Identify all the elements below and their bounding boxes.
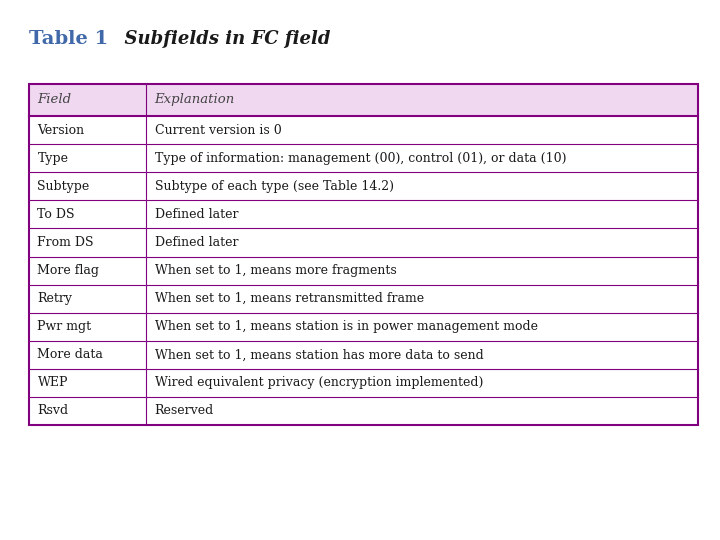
Bar: [29, 341, 698, 369]
Text: Subfields in FC field: Subfields in FC field: [112, 30, 330, 48]
Bar: [29, 172, 698, 200]
Text: Field: Field: [37, 93, 71, 106]
Bar: [29, 228, 698, 256]
Text: Current version is 0: Current version is 0: [155, 124, 282, 137]
Bar: [29, 144, 698, 172]
Bar: [29, 84, 698, 425]
Text: Explanation: Explanation: [155, 93, 235, 106]
Text: Type of information: management (00), control (01), or data (10): Type of information: management (00), co…: [155, 152, 566, 165]
Text: Subtype: Subtype: [37, 180, 90, 193]
Text: More flag: More flag: [37, 264, 99, 277]
Text: Defined later: Defined later: [155, 236, 238, 249]
Bar: [29, 285, 698, 313]
Text: Pwr mgt: Pwr mgt: [37, 320, 91, 333]
Bar: [29, 200, 698, 228]
Bar: [29, 369, 698, 397]
Text: When set to 1, means station is in power management mode: When set to 1, means station is in power…: [155, 320, 538, 333]
Text: Type: Type: [37, 152, 68, 165]
Bar: [29, 397, 698, 425]
Text: More data: More data: [37, 348, 103, 361]
Bar: [29, 256, 698, 285]
Text: When set to 1, means retransmitted frame: When set to 1, means retransmitted frame: [155, 292, 424, 305]
Text: Defined later: Defined later: [155, 208, 238, 221]
Bar: [29, 116, 698, 144]
Text: Retry: Retry: [37, 292, 73, 305]
Text: Table 1: Table 1: [29, 30, 108, 48]
Text: Reserved: Reserved: [155, 404, 214, 417]
Bar: [29, 84, 698, 116]
Bar: [29, 313, 698, 341]
Text: Rsvd: Rsvd: [37, 404, 68, 417]
Text: To DS: To DS: [37, 208, 75, 221]
Text: Version: Version: [37, 124, 84, 137]
Text: WEP: WEP: [37, 376, 68, 389]
Text: From DS: From DS: [37, 236, 94, 249]
Text: Subtype of each type (see Table 14.2): Subtype of each type (see Table 14.2): [155, 180, 394, 193]
Text: Wired equivalent privacy (encryption implemented): Wired equivalent privacy (encryption imp…: [155, 376, 483, 389]
Text: When set to 1, means more fragments: When set to 1, means more fragments: [155, 264, 397, 277]
Text: When set to 1, means station has more data to send: When set to 1, means station has more da…: [155, 348, 483, 361]
